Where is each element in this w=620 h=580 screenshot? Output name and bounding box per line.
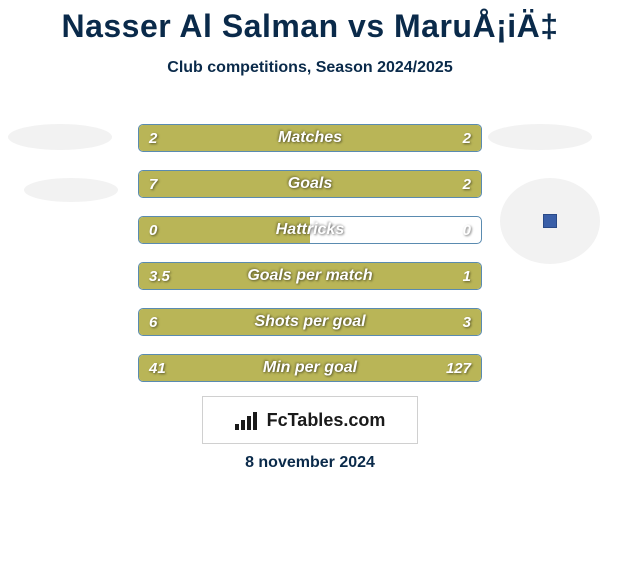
date-text: 8 november 2024 (0, 454, 620, 472)
player-right-photo-1 (488, 124, 592, 150)
bar-chart-icon (235, 410, 261, 430)
stat-bar-left (139, 309, 481, 335)
stat-value-right: 0 (463, 217, 471, 243)
stat-bar-right (419, 263, 481, 289)
stat-value-right: 2 (463, 171, 471, 197)
logo-text: FcTables.com (267, 410, 386, 431)
stat-value-right: 3 (463, 309, 471, 335)
player-left-photo-1 (8, 124, 112, 150)
stat-row-matches: 2 Matches 2 (138, 124, 482, 152)
stat-value-left: 41 (149, 355, 166, 381)
player-right-photo-2 (500, 178, 600, 264)
stat-value-right: 2 (463, 125, 471, 151)
stat-row-min-per-goal: 41 Min per goal 127 (138, 354, 482, 382)
page-title: Nasser Al Salman vs MaruÅ¡iÄ‡ (0, 0, 620, 45)
stat-bar-left (139, 355, 481, 381)
stat-bar-left (139, 171, 396, 197)
stat-value-left: 7 (149, 171, 157, 197)
stat-bar-left (139, 263, 419, 289)
site-logo[interactable]: FcTables.com (202, 396, 418, 444)
stat-value-right: 127 (446, 355, 471, 381)
stat-bar-left (139, 125, 310, 151)
stat-row-goals: 7 Goals 2 (138, 170, 482, 198)
image-placeholder-icon (543, 214, 557, 228)
player-left-photo-2 (24, 178, 118, 202)
stat-bar-left (139, 217, 310, 243)
stats-container: 2 Matches 2 7 Goals 2 0 Hattricks 0 3.5 … (138, 124, 482, 400)
page-subtitle: Club competitions, Season 2024/2025 (0, 59, 620, 77)
stat-bar-right (310, 125, 481, 151)
stat-value-left: 0 (149, 217, 157, 243)
stat-row-hattricks: 0 Hattricks 0 (138, 216, 482, 244)
stat-value-left: 6 (149, 309, 157, 335)
stat-row-shots-per-goal: 6 Shots per goal 3 (138, 308, 482, 336)
stat-value-left: 2 (149, 125, 157, 151)
stat-row-goals-per-match: 3.5 Goals per match 1 (138, 262, 482, 290)
stat-value-left: 3.5 (149, 263, 170, 289)
stat-value-right: 1 (463, 263, 471, 289)
